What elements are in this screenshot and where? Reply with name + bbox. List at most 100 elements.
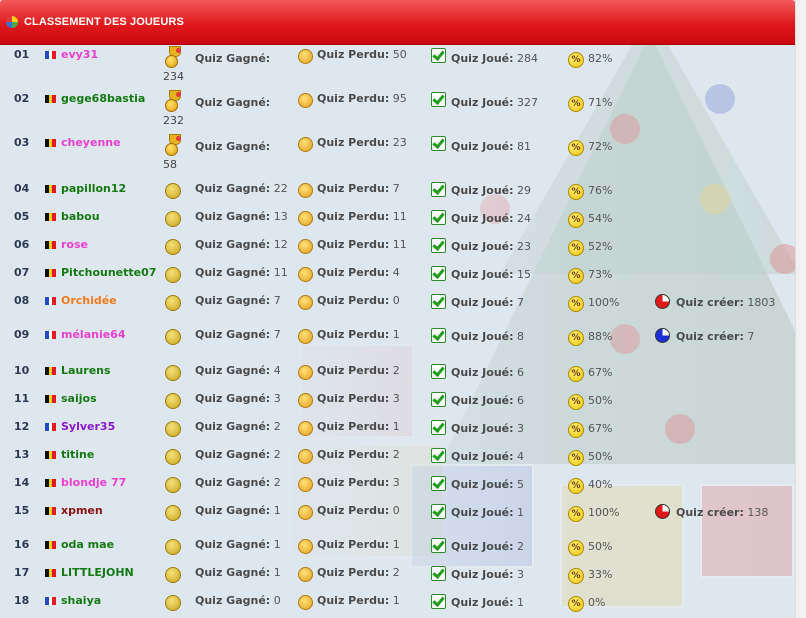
check-icon (431, 294, 446, 309)
belgium-flag-icon (45, 395, 57, 403)
background-fade (0, 44, 806, 618)
check-icon (431, 476, 446, 491)
rank-number: 13 (14, 448, 30, 461)
percent-icon: % (568, 450, 584, 466)
belgium-flag-icon (45, 95, 57, 103)
quiz-lost: Quiz Perdu: 4 (317, 266, 400, 279)
rank-number: 02 (14, 92, 30, 105)
quiz-played: Quiz Joué: 15 (451, 268, 532, 281)
smiley-lost-icon (298, 539, 313, 554)
quiz-lost: Quiz Perdu: 0 (317, 294, 400, 307)
belgium-flag-icon (45, 451, 57, 459)
check-icon (431, 136, 446, 151)
quiz-played: Quiz Joué: 284 (451, 52, 539, 65)
quiz-created: Quiz créer: 7 (676, 330, 755, 343)
rank-number: 18 (14, 594, 30, 607)
belgium-flag-icon (45, 507, 57, 515)
quiz-played: Quiz Joué: 8 (451, 330, 525, 343)
quiz-won: Quiz Gagné: 1 (195, 566, 281, 579)
pie-chart-icon (655, 294, 670, 309)
player-name-link[interactable]: xpmen (61, 504, 103, 517)
quiz-lost: Quiz Perdu: 95 (317, 92, 407, 105)
win-percentage: 67% (588, 366, 613, 379)
player-name-link[interactable]: papillon12 (61, 182, 127, 195)
percent-icon: % (568, 240, 584, 256)
win-percentage: 100% (588, 296, 620, 309)
trophy-count: 232 (163, 114, 184, 127)
trophy-icon (165, 90, 183, 112)
quiz-lost: Quiz Perdu: 1 (317, 538, 400, 551)
quiz-won: Quiz Gagné: 7 (195, 328, 281, 341)
player-name-link[interactable]: oda mae (61, 538, 115, 551)
check-icon (431, 566, 446, 581)
win-percentage: 54% (588, 212, 613, 225)
trophy-icon (165, 134, 183, 156)
player-name-link[interactable]: babou (61, 210, 100, 223)
smiley-won-icon (165, 183, 181, 199)
percent-icon: % (568, 96, 584, 112)
player-name-link[interactable]: mélanie64 (61, 328, 126, 341)
player-name-link[interactable]: titine (61, 448, 95, 461)
percent-icon: % (568, 366, 584, 382)
player-name-link[interactable]: Pitchounette07 (61, 266, 157, 279)
quiz-won: Quiz Gagné: 1 (195, 504, 281, 517)
player-name-link[interactable]: shaiya (61, 594, 102, 607)
rank-number: 10 (14, 364, 30, 377)
quiz-lost: Quiz Perdu: 2 (317, 364, 400, 377)
quiz-played: Quiz Joué: 1 (451, 506, 525, 519)
smiley-lost-icon (298, 365, 313, 380)
player-name-link[interactable]: Laurens (61, 364, 111, 377)
smiley-won-icon (165, 421, 181, 437)
quiz-lost: Quiz Perdu: 2 (317, 448, 400, 461)
quiz-lost: Quiz Perdu: 2 (317, 566, 400, 579)
rank-number: 05 (14, 210, 30, 223)
smiley-lost-icon (298, 449, 313, 464)
percent-icon: % (568, 394, 584, 410)
quiz-lost: Quiz Perdu: 11 (317, 210, 407, 223)
player-name-link[interactable]: gege68bastia (61, 92, 146, 105)
rank-number: 08 (14, 294, 30, 307)
smiley-won-icon (165, 295, 181, 311)
rank-number: 15 (14, 504, 30, 517)
quiz-lost: Quiz Perdu: 50 (317, 48, 407, 61)
quiz-lost: Quiz Perdu: 3 (317, 392, 400, 405)
quiz-lost: Quiz Perdu: 23 (317, 136, 407, 149)
rank-number: 09 (14, 328, 30, 341)
scrollbar[interactable] (795, 0, 806, 618)
percent-icon: % (568, 212, 584, 228)
smiley-lost-icon (298, 477, 313, 492)
quiz-lost: Quiz Perdu: 1 (317, 420, 400, 433)
check-icon (431, 420, 446, 435)
smiley-lost-icon (298, 49, 313, 64)
player-name-link[interactable]: rose (61, 238, 88, 251)
quiz-played: Quiz Joué: 24 (451, 212, 532, 225)
smiley-won-icon (165, 567, 181, 583)
quiz-won: Quiz Gagné: 0 (195, 594, 281, 607)
trophy-icon (165, 46, 183, 68)
player-name-link[interactable]: Sylver35 (61, 420, 116, 433)
quiz-won: Quiz Gagné: 2 (195, 476, 281, 489)
quiz-played: Quiz Joué: 6 (451, 394, 525, 407)
belgium-flag-icon (45, 241, 57, 249)
win-percentage: 100% (588, 506, 620, 519)
smiley-lost-icon (298, 183, 313, 198)
smiley-won-icon (165, 595, 181, 611)
win-percentage: 50% (588, 394, 613, 407)
quiz-played: Quiz Joué: 7 (451, 296, 525, 309)
player-name-link[interactable]: blondje 77 (61, 476, 127, 489)
player-name-link[interactable]: saijos (61, 392, 97, 405)
smiley-won-icon (165, 267, 181, 283)
percent-icon: % (568, 52, 584, 68)
player-name-link[interactable]: evy31 (61, 48, 99, 61)
player-name-link[interactable]: Orchidée (61, 294, 117, 307)
smiley-lost-icon (298, 211, 313, 226)
quiz-played: Quiz Joué: 81 (451, 140, 532, 153)
check-icon (431, 48, 446, 63)
belgium-flag-icon (45, 269, 57, 277)
percent-icon: % (568, 478, 584, 494)
quiz-created: Quiz créer: 138 (676, 506, 769, 519)
quiz-won: Quiz Gagné: 22 (195, 182, 288, 195)
page-title: CLASSEMENT DES JOUEURS (24, 16, 184, 28)
player-name-link[interactable]: LITTLEJOHN (61, 566, 134, 579)
player-name-link[interactable]: cheyenne (61, 136, 121, 149)
